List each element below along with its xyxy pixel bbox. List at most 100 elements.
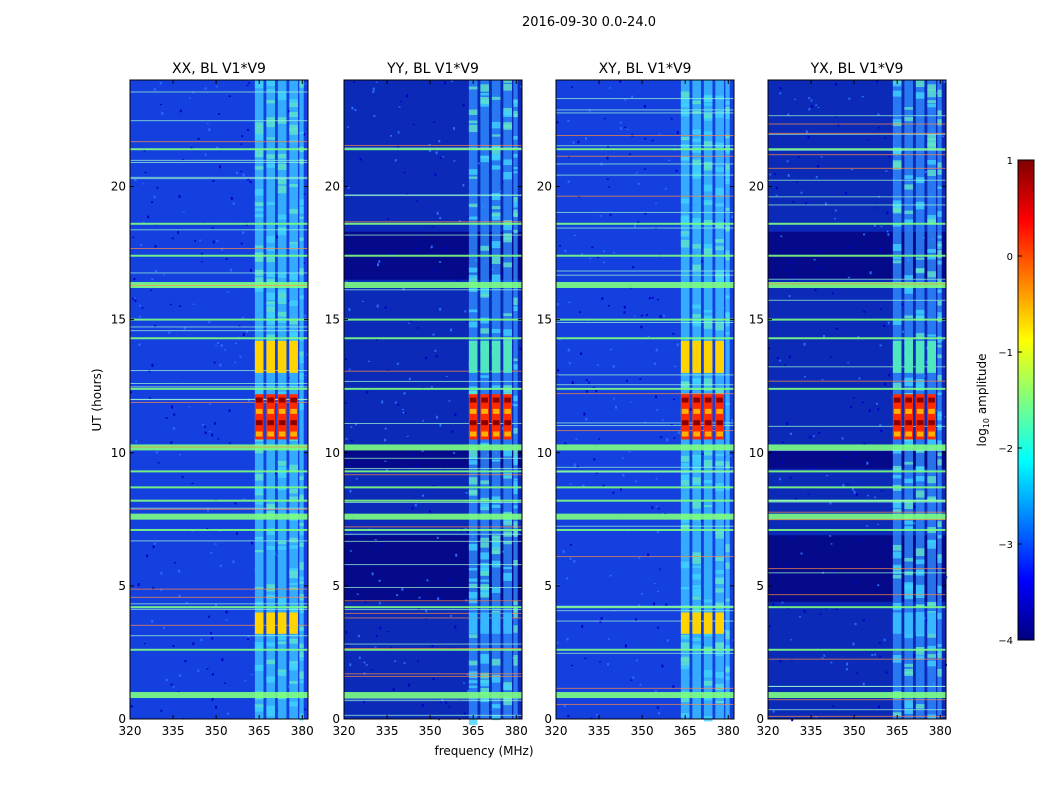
rfi-band-stripe: [692, 314, 701, 318]
heatmap-noise: [612, 365, 615, 368]
rfi-band-stripe: [937, 424, 942, 431]
heatmap-noise: [701, 260, 704, 263]
heatmap-noise: [866, 494, 869, 497]
heatmap-noise: [192, 642, 195, 645]
heatmap-noise: [821, 379, 824, 381]
rfi-line: [768, 470, 946, 473]
strong-rfi-detail: [278, 420, 286, 426]
strong-rfi-block: [904, 340, 913, 373]
heatmap-noise: [804, 375, 807, 378]
rfi-band-stripe: [513, 559, 518, 566]
heatmap-noise: [609, 213, 612, 216]
heatmap-noise: [436, 536, 439, 539]
strong-rfi-block: [680, 340, 690, 373]
heatmap-noise: [397, 131, 400, 134]
heatmap-noise: [466, 673, 469, 676]
heatmap-noise: [639, 378, 642, 380]
rfi-band-stripe: [680, 455, 690, 462]
rfi-band-stripe: [692, 556, 701, 564]
rfi-band-stripe: [915, 655, 925, 660]
heatmap-noise: [598, 438, 601, 440]
strong-rfi-detail: [916, 420, 924, 426]
rfi-band-stripe: [715, 700, 724, 704]
rfi-band-stripe: [937, 119, 942, 126]
heatmap-noise: [866, 461, 869, 465]
heatmap-noise: [876, 80, 879, 83]
heatmap-noise: [595, 471, 598, 474]
heatmap-noise: [354, 109, 357, 112]
rfi-line: [130, 318, 308, 321]
heatmap-noise: [396, 594, 399, 597]
heatmap-noise: [356, 593, 359, 595]
heatmap-noise: [812, 435, 815, 437]
rfi-band-stripe: [715, 269, 724, 278]
rfi-band-stripe: [703, 219, 713, 223]
heatmap-noise: [569, 543, 572, 546]
heatmap-noise: [358, 535, 361, 538]
heatmap-noise: [130, 391, 133, 394]
heatmap-noise: [150, 289, 153, 291]
rfi-band-stripe: [503, 262, 512, 268]
heatmap-noise: [303, 133, 306, 136]
heatmap-noise: [384, 438, 387, 442]
heatmap-noise: [347, 187, 350, 189]
heatmap-noise: [304, 314, 307, 318]
heatmap-noise: [139, 315, 142, 318]
heatmap-noise: [841, 437, 844, 440]
rfi-band-stripe: [715, 246, 724, 251]
rfi-line-thin: [344, 467, 522, 469]
rfi-band-stripe: [513, 529, 518, 536]
heatmap-noise: [640, 314, 643, 317]
strong-rfi-detail: [267, 431, 274, 437]
heatmap-noise: [847, 276, 850, 279]
rfi-band-stripe: [937, 612, 942, 620]
rfi-band-stripe: [513, 449, 518, 458]
heatmap-noise: [449, 615, 452, 617]
rfi-band-stripe: [915, 379, 925, 386]
heatmap-noise: [655, 348, 658, 352]
rfi-line-thin: [556, 466, 734, 468]
rfi-band-stripe: [491, 715, 501, 721]
rfi-line-thin: [556, 321, 734, 323]
rfi-band-stripe: [680, 658, 690, 666]
heatmap-noise: [861, 96, 864, 98]
panel-frame: [555, 79, 735, 720]
heatmap-noise: [595, 389, 598, 393]
heatmap-noise: [568, 362, 571, 365]
heatmap-noise: [789, 476, 792, 479]
rfi-band-stripe: [503, 225, 512, 231]
heatmap-noise: [215, 603, 218, 607]
heatmap-noise: [810, 465, 813, 469]
rfi-band-stripe: [468, 671, 478, 679]
rfi-band-stripe: [927, 256, 936, 260]
heatmap-noise: [788, 355, 791, 359]
rfi-line: [556, 513, 734, 520]
rfi-band-stripe: [277, 290, 287, 293]
heatmap-noise: [408, 377, 411, 381]
heatmap-noise: [807, 493, 810, 495]
figure-title: 2016-09-30 0.0-24.0: [522, 15, 656, 30]
rfi-band-stripe: [725, 461, 730, 469]
heatmap-noise: [830, 661, 833, 664]
rfi-band-stripe: [715, 388, 724, 397]
heatmap-noise: [477, 162, 480, 165]
rfi-line-thin: [344, 501, 522, 503]
heatmap-noise: [768, 347, 771, 350]
heatmap-noise: [221, 247, 224, 251]
rfi-band-stripe: [503, 448, 512, 457]
heatmap-noise: [623, 305, 626, 309]
heatmap-noise: [450, 80, 453, 82]
rfi-band-stripe: [937, 301, 942, 306]
heatmap-noise: [595, 714, 598, 716]
heatmap-noise: [411, 597, 414, 599]
rfi-line-thin: [130, 446, 308, 448]
heatmap-noise: [306, 352, 309, 356]
heatmap-noise: [615, 406, 618, 409]
heatmap-noise: [439, 423, 442, 427]
rfi-band-stripe: [289, 184, 298, 188]
colorbar-label-tail: amplitude: [975, 354, 989, 418]
heatmap-noise: [672, 332, 675, 335]
heatmap-noise: [445, 375, 448, 378]
rfi-band-stripe: [254, 501, 264, 505]
rfi-band-stripe: [266, 100, 275, 104]
